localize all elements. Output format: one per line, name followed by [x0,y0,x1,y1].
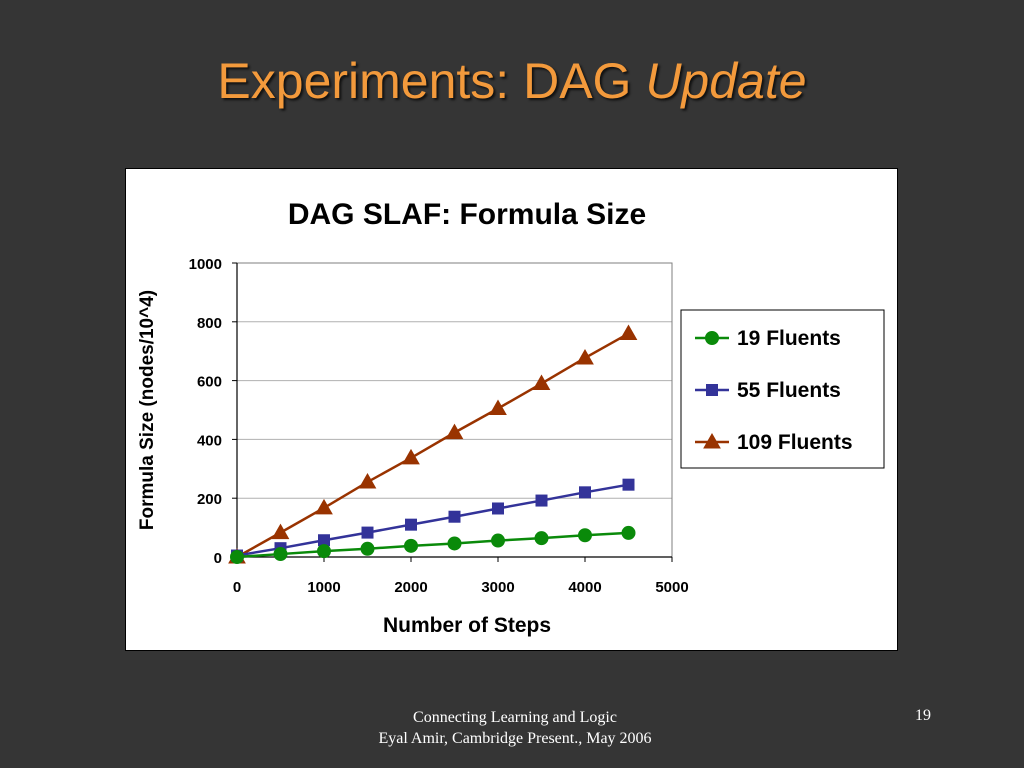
data-point-109-fluents [619,324,638,341]
data-point-109-fluents [271,523,290,540]
data-point-19-fluents [273,547,288,562]
data-point-19-fluents [491,533,505,548]
y-tick-label: 800 [197,315,222,332]
legend-marker-55-fluents [706,384,718,396]
series-line-109-fluents [236,332,630,559]
data-point-19-fluents [360,541,375,556]
data-point-55-fluents [318,534,330,547]
data-point-109-fluents [576,348,594,365]
slide-title: Experiments: DAG Update [0,52,1024,110]
data-point-19-fluents [578,528,592,543]
legend-label-19-fluents: 19 Fluents [737,327,841,350]
series-line-19-fluents [236,531,629,559]
chart-title: DAG SLAF: Formula Size [288,198,646,231]
legend-label-109-fluents: 109 Fluents [737,431,853,454]
data-point-19-fluents [621,525,636,540]
footer-line-1: Connecting Learning and Logic [413,709,617,726]
footer-line-2: Eyal Amir, Cambridge Present., May 2006 [378,730,652,747]
slide-title-main: Experiments: DAG [217,53,646,109]
data-point-109-fluents [445,423,464,440]
data-point-109-fluents [402,448,420,465]
data-point-55-fluents [492,502,504,515]
data-point-109-fluents [489,399,507,416]
y-tick-label: 200 [197,491,222,508]
data-point-55-fluents [622,478,635,491]
data-point-55-fluents [448,510,461,523]
chart-legend: 19 Fluents 55 Fluents 109 Fluents [680,309,885,469]
x-tick-label: 0 [233,579,241,596]
data-point-55-fluents [361,526,374,539]
y-tick-label: 400 [197,432,222,449]
legend-label-55-fluents: 55 Fluents [737,379,841,402]
x-tick-label: 5000 [655,579,688,596]
slide-title-italic: Update [645,53,807,109]
data-point-55-fluents [579,486,591,499]
data-point-19-fluents [404,538,418,553]
legend-marker-19-fluents [705,331,719,345]
y-axis-label: Formula Size (nodes/10^4) [137,290,158,530]
legend-marker-109-fluents [703,432,721,449]
data-point-55-fluents [535,494,548,507]
data-point-109-fluents [315,498,333,515]
data-point-55-fluents [405,518,417,531]
slide-footer: Connecting Learning and Logic Eyal Amir,… [0,707,1024,749]
x-tick-label: 2000 [394,579,427,596]
data-point-109-fluents [358,473,377,489]
axes: 0 200 400 600 800 1000 0 1000 2000 3000 4000 5000 [189,256,689,596]
data-point-109-fluents [532,374,551,391]
y-tick-label: 1000 [189,256,222,273]
y-tick-label: 0 [214,550,222,567]
data-point-19-fluents [534,531,549,546]
x-tick-label: 3000 [481,579,514,596]
data-point-19-fluents [317,544,331,559]
x-tick-label: 1000 [307,579,340,596]
x-tick-label: 4000 [568,579,601,596]
y-tick-label: 600 [197,374,222,391]
page-number: 19 [915,707,931,724]
grid-lines [237,321,672,499]
series-layer [228,324,638,564]
data-point-19-fluents [230,550,244,564]
x-axis-label: Number of Steps [383,614,551,637]
chart-panel: DAG SLAF: Formula Size 0 200 400 600 800 1000… [125,168,898,651]
data-point-19-fluents [447,536,462,551]
series-line-55-fluents [236,483,629,557]
